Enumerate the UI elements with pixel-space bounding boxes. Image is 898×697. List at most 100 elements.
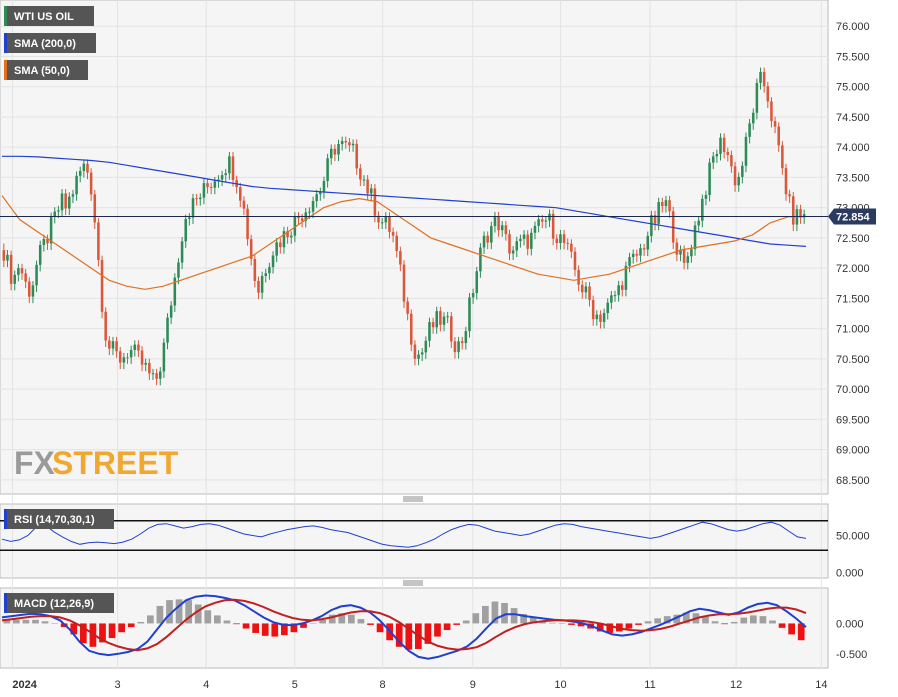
candle-body (206, 183, 209, 187)
panel-splitter-1[interactable] (403, 496, 423, 502)
watermark-fx: FX (14, 445, 56, 481)
macd-bar (156, 605, 164, 624)
candle-body (162, 342, 166, 372)
macd-bar (233, 623, 240, 625)
macd-bar (204, 610, 212, 624)
candle-body (464, 331, 468, 344)
candle-body (118, 351, 122, 363)
macd-bar (70, 623, 78, 635)
candle-body (530, 232, 533, 249)
candle-body (439, 311, 442, 325)
x-tick-label: 2024 (12, 679, 37, 691)
candle-body (337, 144, 340, 155)
candle-body (635, 253, 639, 256)
candle-body (540, 219, 544, 222)
rsi-tick-label: 50.000 (836, 530, 870, 542)
candle-body (148, 362, 151, 374)
candle-body (53, 211, 57, 217)
macd-bar (108, 623, 116, 639)
x-tick-label: 10 (554, 679, 566, 691)
candle-body (490, 226, 493, 243)
candle-body (519, 238, 522, 242)
legend-sma50[interactable]: SMA (50,0) (4, 60, 88, 80)
candle-body (704, 195, 708, 199)
macd-bar (223, 620, 231, 624)
candle-body (744, 136, 748, 166)
macd-bar (443, 623, 451, 631)
candle-body (300, 218, 304, 221)
candle-body (377, 215, 380, 223)
candle-body (621, 285, 624, 290)
macd-bar (606, 623, 614, 633)
candle-body (271, 255, 275, 268)
sma200-line (2, 155, 807, 247)
legend-rsi[interactable]: RSI (14,70,30,1) (4, 509, 114, 529)
legend-sma200[interactable]: SMA (200,0) (4, 33, 96, 53)
candle-body (770, 101, 773, 122)
candle-body (242, 200, 246, 209)
legend-macd[interactable]: MACD (12,26,9) (4, 593, 114, 613)
candle-body (188, 217, 191, 220)
macd-bar (453, 623, 460, 625)
candle-body (711, 156, 715, 163)
candle-body (184, 219, 187, 242)
macd-bar (510, 608, 518, 624)
candle-body (195, 198, 198, 200)
macd-bar (405, 623, 413, 650)
candle-body (537, 219, 540, 226)
candle-body (111, 341, 115, 349)
candle-body (508, 234, 511, 254)
candle-body (333, 148, 337, 155)
candle-body (624, 265, 628, 290)
candle-body (71, 194, 75, 197)
legend-sma200-label: SMA (200,0) (14, 38, 76, 50)
candle-body (573, 251, 577, 270)
candle-body (198, 197, 202, 200)
candle-body (773, 121, 777, 127)
candle-body (479, 247, 482, 272)
candle-body (431, 322, 435, 328)
y-tick-label: 70.500 (836, 354, 870, 366)
macd-bar (194, 604, 202, 624)
candle-body (726, 151, 730, 155)
candle-body (348, 142, 351, 146)
candle-body (504, 225, 508, 235)
candle-body (264, 273, 268, 276)
x-tick-label: 14 (815, 679, 827, 691)
y-tick-label: 75.000 (836, 82, 870, 94)
signal-line (1, 598, 807, 652)
candle-body (166, 317, 169, 343)
candle-body (100, 259, 104, 312)
candle-body (737, 176, 740, 186)
candle-body (693, 225, 697, 250)
price-panel (0, 0, 829, 495)
candle-body (730, 154, 733, 167)
candle-body (497, 216, 500, 231)
candles (2, 67, 806, 386)
macd-tick-label: -0.500 (836, 649, 867, 661)
candle-body (319, 192, 322, 195)
candle-body (522, 234, 526, 239)
candle-body (46, 238, 49, 244)
candle-body (6, 254, 9, 261)
y-tick-label: 73.500 (836, 172, 870, 184)
legend-main[interactable]: WTI US OIL (4, 6, 94, 26)
macd-bar (434, 623, 441, 637)
candle-body (169, 305, 173, 318)
last-price-value: 72.854 (836, 212, 871, 224)
candle-body (762, 71, 766, 87)
candle-body (311, 201, 315, 212)
candle-body (329, 148, 333, 159)
macd-bar (99, 623, 106, 643)
candle-body (500, 225, 504, 231)
macd-bar (271, 623, 279, 637)
macd-bar (348, 614, 355, 624)
macd-bar (424, 623, 432, 644)
candle-body (384, 216, 388, 223)
panel-splitter-2[interactable] (403, 580, 423, 586)
candle-body (650, 215, 653, 236)
candle-body (344, 140, 348, 143)
candle-body (86, 163, 89, 173)
candle-body (657, 202, 660, 224)
candle-body (380, 222, 384, 224)
